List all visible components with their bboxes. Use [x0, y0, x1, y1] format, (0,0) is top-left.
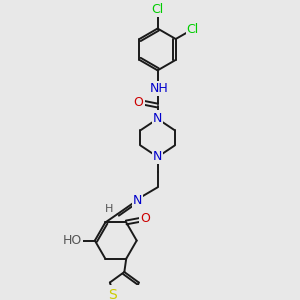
Text: Cl: Cl	[152, 3, 164, 16]
Text: N: N	[153, 111, 162, 124]
Text: HO: HO	[62, 234, 82, 247]
Text: N: N	[153, 112, 162, 125]
Text: NH: NH	[150, 82, 169, 95]
Text: H: H	[105, 204, 113, 214]
Text: Cl: Cl	[187, 23, 199, 36]
Text: O: O	[140, 212, 150, 225]
Text: N: N	[153, 150, 162, 164]
Text: N: N	[133, 194, 142, 207]
Text: O: O	[134, 96, 143, 109]
Text: S: S	[108, 288, 117, 300]
